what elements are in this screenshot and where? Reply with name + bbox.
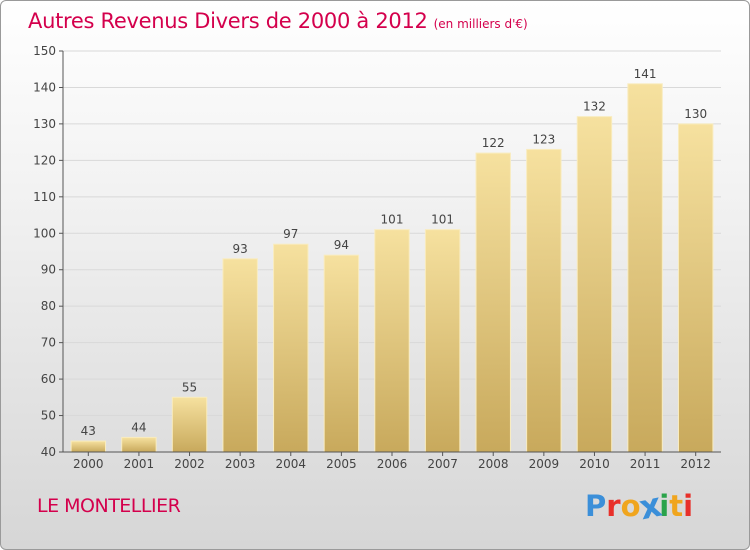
data-label-2004: 97 [283,227,298,241]
bar-2011 [627,83,663,453]
data-label-2000: 43 [81,424,96,438]
data-label-2005: 94 [334,238,349,252]
bars: 43 44 55 93 97 94 101 101 122 123 132 141 130 [70,67,714,453]
y-tick-label: 150 [33,44,56,58]
bar-2006 [374,229,410,453]
data-label-2003: 93 [233,242,248,256]
x-tick-label-2009: 2009 [529,457,560,471]
bar-2007 [424,229,461,453]
y-tick-label: 60 [41,372,56,386]
brand-letter: i [659,489,670,523]
y-tick-label: 50 [41,409,56,423]
location-label: LE MONTELLIER [37,495,181,517]
data-label-2009: 123 [532,132,555,146]
y-tick-label: 100 [33,226,56,240]
x-tick-label-2008: 2008 [478,457,509,471]
brand-letter: r [606,489,621,523]
bar-2009 [526,148,562,453]
y-tick-label: 70 [41,336,56,350]
y-tick-label: 120 [33,153,56,167]
bar-2008 [475,152,511,453]
bar-2012 [677,123,714,453]
bar-2001 [121,436,157,453]
bar-chart: 43 44 55 93 97 94 101 101 122 123 132 141 130 40 50 60… [33,44,721,471]
brand-letter: t [669,489,684,523]
brand-letter: P [585,489,607,523]
data-label-2002: 55 [182,380,197,394]
brand-logo: Proxiti [585,485,694,528]
y-tick-label: 90 [41,263,56,277]
y-tick-label: 130 [33,117,56,131]
x-tick-label-2007: 2007 [427,457,458,471]
brand-letter: i [683,489,694,523]
x-tick-label-2011: 2011 [630,457,661,471]
y-tick-label: 110 [33,190,56,204]
data-label-2001: 44 [131,420,146,434]
chart-title: Autres Revenus Divers de 2000 à 2012 (en … [28,9,528,33]
brand-letter: o [620,489,641,523]
x-tick-label-2002: 2002 [174,457,205,471]
data-label-2007: 101 [431,213,454,227]
x-tick-label-2003: 2003 [225,457,256,471]
bar-2000 [70,440,107,453]
axes: 40 50 60 70 80 90 100 110 120 130 140 150 2000 2001 20… [33,44,721,471]
chart-subtitle: (en milliers d'€) [433,17,528,31]
data-label-2010: 132 [583,100,606,114]
x-tick-label-2012: 2012 [680,457,711,471]
bar-2004 [273,243,309,453]
data-label-2008: 122 [482,136,505,150]
data-label-2012: 130 [684,107,707,121]
x-tick-label-2006: 2006 [377,457,408,471]
data-label-2006: 101 [381,213,404,227]
x-tick-label-2005: 2005 [326,457,357,471]
x-tick-label-2001: 2001 [124,457,155,471]
bar-2003 [222,258,258,453]
data-label-2011: 141 [634,67,657,81]
x-tick-label-2000: 2000 [73,457,104,471]
x-tick-label-2004: 2004 [275,457,306,471]
x-tick-label-2010: 2010 [579,457,610,471]
bar-2010 [576,116,613,453]
bar-2005 [323,254,360,453]
y-tick-label: 80 [41,299,56,313]
y-tick-label: 140 [33,80,56,94]
chart-title-text: Autres Revenus Divers de 2000 à 2012 [28,9,428,33]
bar-2002 [171,396,208,453]
y-tick-label: 40 [41,445,56,459]
